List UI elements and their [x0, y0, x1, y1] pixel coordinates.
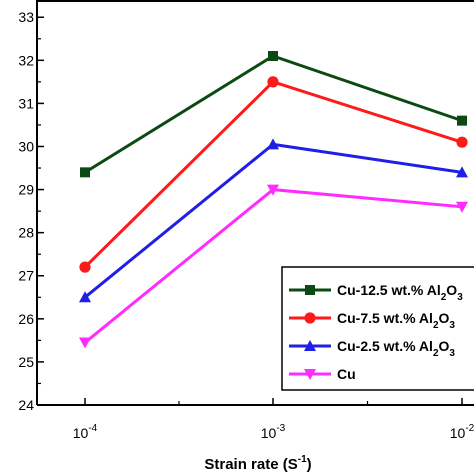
series-4 — [79, 184, 468, 349]
square-marker — [457, 115, 467, 126]
circle-marker — [79, 261, 91, 273]
x-tick-label: 10-2 — [450, 423, 474, 441]
y-tick-label: 31 — [18, 95, 34, 111]
triangle-up-marker — [267, 138, 279, 150]
y-tick-label: 30 — [18, 138, 34, 154]
triangle-down-marker — [456, 201, 468, 213]
y-tick-label: 29 — [18, 182, 34, 198]
series-1 — [80, 51, 467, 178]
series-2 — [79, 76, 468, 273]
legend-label: Cu — [337, 366, 356, 382]
y-tick-label: 27 — [18, 268, 34, 284]
circle-marker — [304, 312, 316, 324]
legend-label: Cu-12.5 wt.% Al2O3 — [337, 282, 463, 303]
legend: Cu-12.5 wt.% Al2O3 Cu-7.5 wt.% Al2O3 Cu-2.… — [281, 266, 474, 391]
triangle-down-marker — [304, 369, 316, 380]
y-tick-label: 26 — [18, 311, 34, 327]
circle-marker — [456, 136, 468, 148]
y-tick-label: 25 — [18, 354, 34, 370]
square-marker — [305, 285, 315, 295]
y-axis-ticks: 24 25 26 27 28 29 30 31 32 33 — [18, 9, 44, 413]
triangle-down-marker — [267, 184, 279, 196]
plot-area — [36, 0, 474, 406]
legend-entry: Cu — [289, 366, 356, 382]
triangle-down-marker — [79, 337, 91, 349]
legend-entry: Cu-12.5 wt.% Al2O3 — [289, 282, 463, 303]
y-tick-label: 32 — [18, 52, 34, 68]
legend-entry: Cu-2.5 wt.% Al2O3 — [289, 338, 455, 359]
square-marker — [80, 167, 90, 178]
square-marker — [268, 51, 278, 62]
y-tick-label: 33 — [18, 9, 34, 25]
triangle-up-marker — [456, 166, 468, 178]
series-layer — [79, 51, 468, 349]
x-axis-title: Strain rate (S-1) — [204, 454, 311, 473]
legend-label: Cu-2.5 wt.% Al2O3 — [337, 338, 455, 359]
triangle-up-marker — [304, 340, 316, 351]
triangle-up-marker — [79, 291, 91, 303]
x-tick-label: 10-3 — [261, 423, 286, 441]
y-tick-label: 24 — [18, 397, 34, 413]
x-axis-ticks: 10-4 10-3 10-2 — [73, 398, 474, 441]
series-line — [84, 54, 463, 174]
circle-marker — [267, 76, 279, 88]
series-line — [83, 80, 463, 269]
y-tick-label: 28 — [18, 225, 34, 241]
legend-label: Cu-7.5 wt.% Al2O3 — [337, 310, 455, 331]
x-tick-label: 10-4 — [73, 423, 98, 441]
legend-entry: Cu-7.5 wt.% Al2O3 — [289, 310, 455, 331]
series-3 — [79, 138, 468, 303]
